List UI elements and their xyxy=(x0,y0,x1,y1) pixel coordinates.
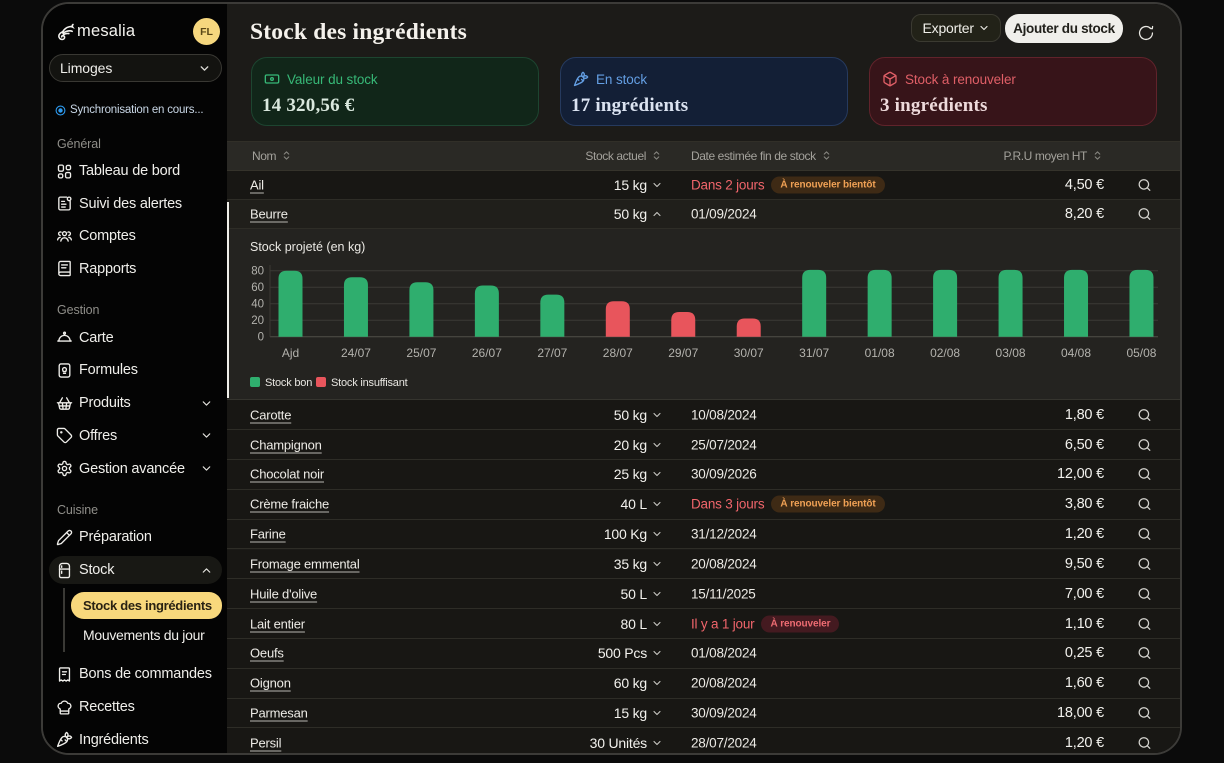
svg-text:25/07: 25/07 xyxy=(406,346,436,360)
svg-text:05/08: 05/08 xyxy=(1126,346,1156,360)
svg-text:29/07: 29/07 xyxy=(668,346,698,360)
svg-text:03/08: 03/08 xyxy=(996,346,1026,360)
svg-text:27/07: 27/07 xyxy=(537,346,567,360)
svg-text:28/07: 28/07 xyxy=(603,346,633,360)
svg-text:Stock insuffisant: Stock insuffisant xyxy=(331,377,408,389)
svg-text:02/08: 02/08 xyxy=(930,346,960,360)
svg-text:Stock bon: Stock bon xyxy=(265,377,312,389)
svg-text:Stock projeté (en kg): Stock projeté (en kg) xyxy=(250,240,365,254)
svg-text:24/07: 24/07 xyxy=(341,346,371,360)
svg-text:0: 0 xyxy=(258,332,264,344)
svg-text:31/07: 31/07 xyxy=(799,346,829,360)
svg-text:60: 60 xyxy=(251,282,264,294)
svg-text:40: 40 xyxy=(251,299,264,311)
svg-text:04/08: 04/08 xyxy=(1061,346,1091,360)
svg-text:01/08: 01/08 xyxy=(865,346,895,360)
svg-text:30/07: 30/07 xyxy=(734,346,764,360)
svg-text:26/07: 26/07 xyxy=(472,346,502,360)
svg-text:20: 20 xyxy=(251,315,264,327)
svg-text:Ajd: Ajd xyxy=(282,346,299,360)
svg-text:80: 80 xyxy=(251,266,264,278)
